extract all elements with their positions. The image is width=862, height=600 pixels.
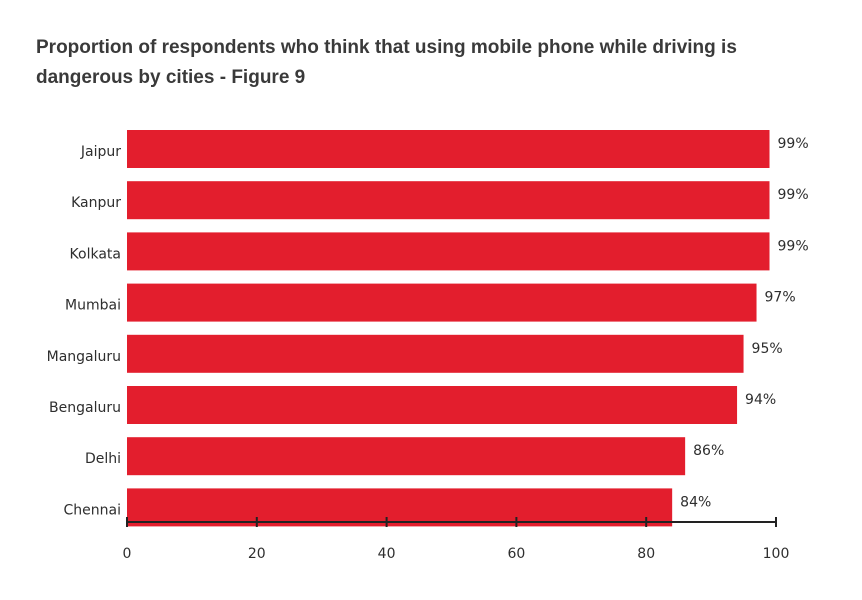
value-label: 99% <box>778 187 809 203</box>
bar-bengaluru <box>127 386 738 424</box>
value-label: 86% <box>693 443 724 459</box>
value-labels: 99% 99% 99% 97% 95% 94% 86% 84% <box>680 136 808 510</box>
x-tick-label: 60 <box>507 546 525 562</box>
bar-mangaluru <box>127 334 744 373</box>
value-label: 99% <box>778 136 809 152</box>
category-label: Mumbai <box>65 298 121 314</box>
value-label: 95% <box>752 341 783 357</box>
bar-delhi <box>127 437 686 476</box>
x-tick-label: 100 <box>763 546 790 562</box>
value-label: 99% <box>778 238 809 254</box>
category-label: Kolkata <box>70 246 121 262</box>
value-label: 97% <box>765 290 796 306</box>
x-tick-label: 20 <box>248 546 266 562</box>
bar-mumbai <box>127 283 757 322</box>
x-tick-label: 80 <box>637 546 655 562</box>
bar-jaipur <box>127 130 770 168</box>
category-labels: Jaipur Kanpur Kolkata Mumbai Mangaluru Bengal… <box>47 144 122 518</box>
value-label: 84% <box>680 494 711 510</box>
x-axis: 0 20 40 60 80 100 <box>123 517 790 562</box>
category-label: Chennai <box>64 502 121 518</box>
category-label: Bengaluru <box>49 400 121 416</box>
x-tick-label: 0 <box>123 546 132 562</box>
category-label: Mangaluru <box>47 349 121 365</box>
chart-title: Proportion of respondents who think that… <box>36 37 737 88</box>
category-label: Jaipur <box>80 144 121 160</box>
value-label: 94% <box>745 392 776 408</box>
bar-kolkata <box>127 232 770 271</box>
bar-chennai <box>127 488 673 527</box>
category-label: Delhi <box>85 451 121 467</box>
bar-kanpur <box>127 181 770 220</box>
bars-group <box>127 130 770 527</box>
x-tick-label: 40 <box>378 546 396 562</box>
category-label: Kanpur <box>71 195 121 211</box>
